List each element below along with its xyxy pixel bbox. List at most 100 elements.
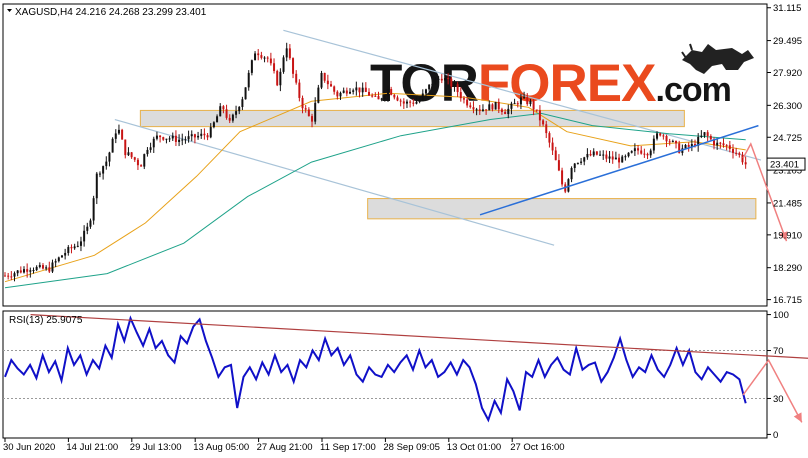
candle-body (149, 147, 152, 150)
candle-body (735, 152, 738, 154)
candle-body (355, 87, 358, 91)
candle-body (621, 156, 624, 163)
support-trend-line (479, 124, 759, 216)
time-tick-label: 27 Oct 16:00 (510, 442, 564, 453)
candle-body (485, 109, 488, 111)
candle-body (146, 149, 149, 155)
candle-body (266, 57, 269, 59)
candle-body (741, 154, 744, 163)
candle-body (79, 241, 82, 246)
price-panel (2, 3, 768, 307)
candle-body (298, 82, 301, 98)
candle-body (690, 144, 693, 147)
candle-body (421, 93, 424, 101)
candle-body (731, 148, 734, 153)
candle-body (13, 273, 16, 277)
candle-body (121, 129, 124, 140)
candle-body (41, 265, 44, 269)
arrow-head-icon (793, 412, 802, 423)
candle-body (19, 270, 22, 273)
candle-body (7, 275, 10, 277)
candle-body (22, 269, 25, 273)
candle-body (165, 138, 168, 140)
candle-body (238, 106, 241, 112)
candle-body (86, 226, 89, 231)
candle-body (174, 135, 177, 142)
candle-body (646, 153, 649, 156)
candle-body (700, 135, 703, 137)
price-tick-label: 26.300 (773, 101, 802, 112)
candle-body (687, 144, 690, 147)
candle-body (532, 100, 535, 110)
time-tick-label: 30 Jun 2020 (3, 442, 55, 453)
rsi-tick-label: 0 (773, 430, 778, 441)
candle-body (285, 48, 288, 58)
candle-body (276, 70, 279, 86)
candle-body (4, 275, 6, 277)
candle-body (481, 109, 484, 112)
candle-body (659, 133, 662, 136)
rsi-tick-label: 100 (773, 310, 789, 321)
candle-body (437, 78, 440, 80)
candle-body (608, 156, 611, 159)
time-tick-label: 11 Sep 17:00 (320, 442, 376, 453)
candle-body (250, 60, 253, 73)
candle-body (140, 165, 143, 167)
candle-body (247, 72, 250, 88)
price-tick-label: 24.725 (773, 133, 802, 144)
candle-body (443, 78, 446, 81)
rsi-forecast-arrow (742, 358, 803, 423)
candle-body (57, 257, 60, 262)
candle-body (722, 143, 725, 146)
candle-body (459, 92, 462, 99)
candle-body (507, 108, 510, 115)
candle-body (630, 151, 633, 153)
candle-body (716, 142, 719, 146)
candle-body (434, 79, 437, 85)
candle-body (269, 58, 272, 64)
rsi-title: RSI(13) 25.9075 (9, 315, 83, 326)
candle-body (478, 109, 481, 112)
collapse-arrow-icon[interactable] (7, 9, 12, 12)
candle-body (314, 102, 317, 122)
candle-body (38, 265, 41, 267)
candle-body (105, 161, 108, 167)
price-tick-label: 16.715 (773, 295, 802, 306)
candle-body (640, 150, 643, 154)
candle-body (526, 97, 529, 105)
candle-body (225, 109, 228, 118)
candle-body (193, 134, 196, 138)
candle-body (390, 89, 393, 95)
watermark-part: FOREX (478, 54, 656, 113)
candle-body (168, 138, 171, 140)
candle-body (26, 269, 29, 272)
arrow-head-icon (779, 231, 788, 242)
candle-body (323, 72, 326, 81)
candle-body (377, 96, 380, 100)
candle-body (133, 157, 136, 160)
candle-body (352, 90, 355, 92)
rsi-line (4, 315, 747, 423)
candle-body (35, 266, 38, 271)
candle-body (469, 105, 472, 108)
candle-body (595, 151, 598, 155)
watermark-part: .com (656, 71, 731, 109)
time-tick-label: 13 Aug 05:00 (193, 442, 249, 453)
candle-body (561, 170, 564, 185)
candle-body (292, 58, 295, 74)
candle-body (295, 73, 298, 83)
current-price-box (766, 157, 806, 171)
candle-body (48, 267, 51, 272)
candle-body (557, 160, 560, 171)
candle-body (399, 100, 402, 102)
candle-body (649, 150, 652, 156)
candle-body (16, 270, 19, 274)
candle-body (108, 152, 111, 162)
candle-body (725, 145, 728, 147)
candle-body (10, 276, 13, 278)
candle-body (592, 151, 595, 156)
candle-body (542, 120, 545, 125)
candle-body (738, 153, 741, 155)
candle-body (184, 139, 187, 141)
